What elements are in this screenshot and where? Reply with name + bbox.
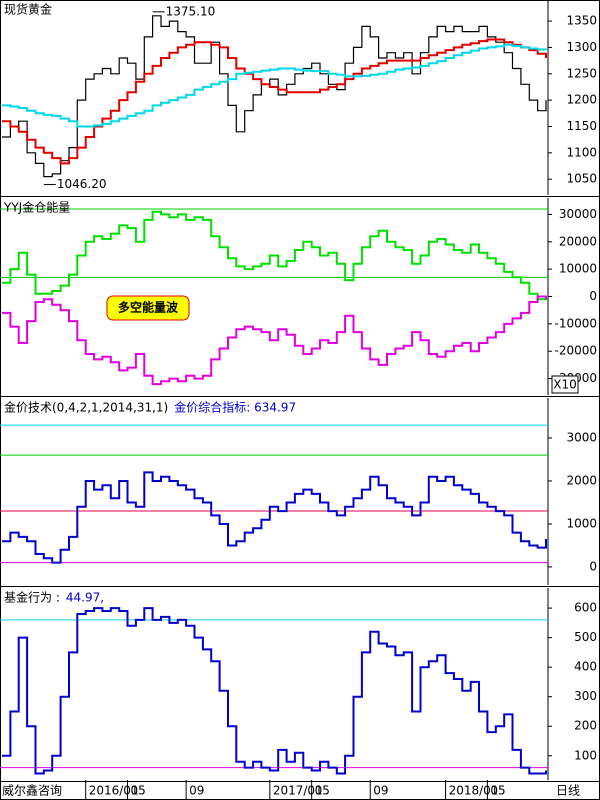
annotation: 1375.10 <box>166 4 216 18</box>
x-tick-label: 2017/01 <box>273 784 323 798</box>
y-tick-label: 20000 <box>559 234 597 248</box>
y-tick-label: 200 <box>574 719 597 733</box>
series-line <box>2 607 547 775</box>
x-tick-label: 05 <box>490 784 505 798</box>
panel-title: 金价技术(0,4,2,1,2014,31,1) <box>4 400 168 415</box>
x-tick-label: 09 <box>373 784 388 798</box>
scale-label: X10 <box>553 378 577 392</box>
indicator-value: 44.97, <box>66 591 104 605</box>
x-tick-label: 2018/01 <box>449 784 499 798</box>
y-tick-label: 100 <box>574 748 597 762</box>
y-tick-label: 30000 <box>559 207 597 221</box>
y-tick-label: -20000 <box>554 344 597 358</box>
y-tick-label: 1050 <box>566 172 597 186</box>
panel-title: 基金行为 : <box>4 590 60 605</box>
period-label: 日线 <box>556 784 580 798</box>
y-tick-label: 1250 <box>566 66 597 80</box>
y-tick-label: 600 <box>574 601 597 615</box>
x-tick-label: 05 <box>131 784 146 798</box>
series-line <box>2 210 547 301</box>
y-tick-label: 400 <box>574 660 597 674</box>
y-tick-label: 1100 <box>566 145 597 159</box>
y-tick-label: 1200 <box>566 93 597 107</box>
y-tick-label: 10000 <box>559 262 597 276</box>
indicator-value: 金价综合指标: 634.97 <box>174 400 296 415</box>
y-tick-label: 300 <box>574 689 597 703</box>
y-tick-label: 3000 <box>566 430 597 444</box>
series-line <box>2 471 547 564</box>
annotation: 1046.20 <box>57 177 107 191</box>
series-line <box>2 295 547 386</box>
panel-title: 现货黄金 <box>4 2 52 17</box>
panel-title: YYJ金仓能量 <box>3 200 70 215</box>
footer: 威尔鑫咨询 <box>2 783 62 798</box>
x-tick-label: 05 <box>315 784 330 798</box>
x-tick-label: 09 <box>189 784 204 798</box>
y-tick-label: 500 <box>574 630 597 644</box>
label-box <box>106 295 190 321</box>
y-tick-label: 1000 <box>566 516 597 530</box>
scale-box <box>551 375 579 394</box>
series-line <box>2 43 547 128</box>
x-tick-label: 2016/01 <box>89 784 139 798</box>
y-tick-label: 0 <box>589 559 597 573</box>
y-tick-label: 1150 <box>566 119 597 133</box>
series-line <box>2 38 547 165</box>
y-tick-label: 2000 <box>566 473 597 487</box>
y-tick-label: -10000 <box>554 316 597 330</box>
y-tick-label: 1350 <box>566 14 597 28</box>
y-tick-label: 0 <box>589 289 597 303</box>
y-tick-label: 1300 <box>566 40 597 54</box>
label: 多空能量波 <box>118 300 179 315</box>
series-line <box>2 15 547 178</box>
